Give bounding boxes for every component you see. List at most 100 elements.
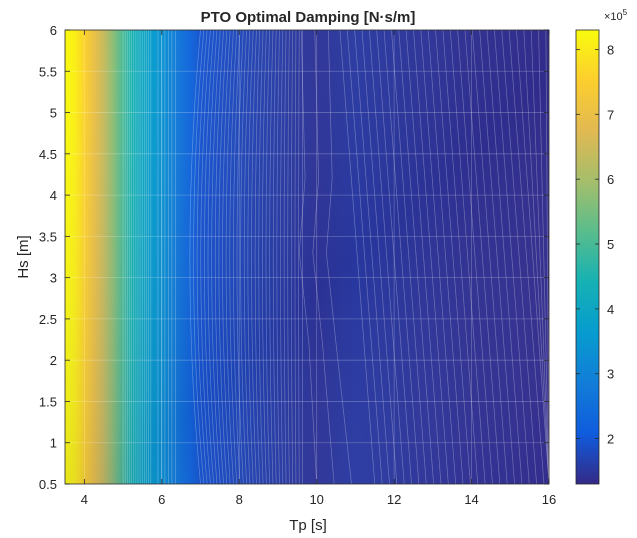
- contour-line: [326, 29, 352, 485]
- x-axis-ticks: 4 6 8 10 12 14 16: [81, 30, 556, 507]
- y-tick-label: 2.5: [39, 312, 57, 327]
- contour-line: [501, 29, 537, 485]
- contour-lines: [122, 29, 550, 485]
- contour-line: [233, 29, 241, 485]
- x-tick-label: 6: [158, 492, 165, 507]
- contour-line: [383, 29, 420, 485]
- contour-line: [262, 29, 267, 485]
- contour-line: [523, 29, 550, 485]
- colorbar-ramp: [575, 29, 600, 485]
- contour-line: [272, 29, 277, 485]
- colorbar-exponent: ×105: [604, 8, 628, 23]
- contour-line: [457, 29, 493, 485]
- y-tick-label: 1.5: [39, 394, 57, 409]
- contour-line: [354, 29, 390, 485]
- contour-line: [189, 29, 201, 485]
- contour-line: [196, 29, 208, 485]
- contour-line: [193, 29, 205, 485]
- contour-line: [420, 29, 457, 485]
- contour-line: [276, 29, 280, 485]
- contour-line: [207, 29, 218, 485]
- contour-line: [269, 29, 274, 485]
- contour-line: [391, 29, 427, 485]
- plot-area: 4 6 8 10 12 14 16 0.5 1 1.5 2 2.5 3 3.5 4 4.5 5 5.5 6: [39, 23, 556, 507]
- contour-line: [298, 29, 318, 485]
- y-tick-label: 3.5: [39, 229, 57, 244]
- contour-line: [298, 29, 300, 485]
- contour-line: [247, 29, 254, 485]
- contour-line: [486, 29, 523, 485]
- y-tick-label: 5.5: [39, 64, 57, 79]
- contour-line: [545, 29, 550, 485]
- colorbar-tick-label: 4: [607, 302, 614, 317]
- contour-line: [538, 29, 550, 485]
- contour-line: [508, 29, 545, 485]
- contour-line: [283, 29, 287, 485]
- y-tick-label: 4.5: [39, 147, 57, 162]
- contour-line: [254, 29, 261, 485]
- contour-line: [251, 29, 257, 485]
- contour-line: [479, 29, 515, 485]
- contour-line: [435, 29, 471, 485]
- colorbar-tick-label: 3: [607, 367, 614, 382]
- x-axis-label: Tp [s]: [289, 517, 327, 534]
- contour-line: [236, 29, 244, 485]
- colorbar-tick-label: 2: [607, 432, 614, 447]
- x-tick-label: 4: [81, 492, 88, 507]
- contour-line: [218, 29, 228, 485]
- x-tick-label: 12: [387, 492, 401, 507]
- contour-line: [225, 29, 234, 485]
- contour-line: [214, 29, 224, 485]
- y-tick-label: 3: [50, 271, 57, 286]
- colorbar-exponent-power: 5: [623, 8, 628, 17]
- contour-line: [211, 29, 221, 485]
- colorbar-exponent-base: ×10: [604, 11, 623, 23]
- x-tick-label: 16: [542, 492, 556, 507]
- contour-line: [200, 29, 211, 485]
- colorbar-tick-label: 5: [607, 237, 614, 252]
- contour-line: [222, 29, 231, 485]
- colorbar-ticks: 2 3 4 5 6 7 8: [576, 42, 614, 447]
- colorbar-tick-label: 7: [607, 107, 614, 122]
- x-tick-label: 10: [309, 492, 323, 507]
- contour-line: [449, 29, 486, 485]
- contour-line: [287, 29, 290, 485]
- contour-line: [204, 29, 215, 485]
- y-axis-ticks: 0.5 1 1.5 2 2.5 3 3.5 4 4.5 5 5.5 6: [39, 23, 549, 492]
- y-axis-label: Hs [m]: [15, 235, 32, 278]
- contour-line: [339, 29, 376, 485]
- contour-line: [464, 29, 501, 485]
- contour-line: [376, 29, 412, 485]
- contour-line: [361, 29, 398, 485]
- contour-line: [258, 29, 264, 485]
- contour-line: [405, 29, 442, 485]
- colorbar-tick-label: 6: [607, 172, 614, 187]
- y-tick-label: 5: [50, 106, 57, 121]
- x-tick-label: 14: [464, 492, 478, 507]
- contour-line: [427, 29, 464, 485]
- contour-line: [413, 29, 449, 485]
- heatmap-shading: [65, 30, 549, 484]
- y-tick-label: 6: [50, 23, 57, 38]
- y-tick-label: 0.5: [39, 477, 57, 492]
- contour-line: [346, 29, 383, 485]
- contour-line: [265, 29, 270, 485]
- contour-line: [471, 29, 508, 485]
- contour-line: [243, 29, 251, 485]
- contour-line: [442, 29, 479, 485]
- x-tick-label: 8: [236, 492, 243, 507]
- colorbar-tick-label: 8: [607, 42, 614, 57]
- y-tick-label: 4: [50, 188, 57, 203]
- contour-line: [290, 29, 294, 485]
- chart-title: PTO Optimal Damping [N·s/m]: [201, 9, 416, 26]
- contour-line: [530, 29, 550, 485]
- contour-line: [294, 29, 297, 485]
- contour-line: [312, 29, 335, 485]
- y-tick-label: 2: [50, 353, 57, 368]
- contour-line: [494, 29, 530, 485]
- contour-line: [240, 29, 247, 485]
- contour-line: [398, 29, 434, 485]
- contour-line: [368, 29, 405, 485]
